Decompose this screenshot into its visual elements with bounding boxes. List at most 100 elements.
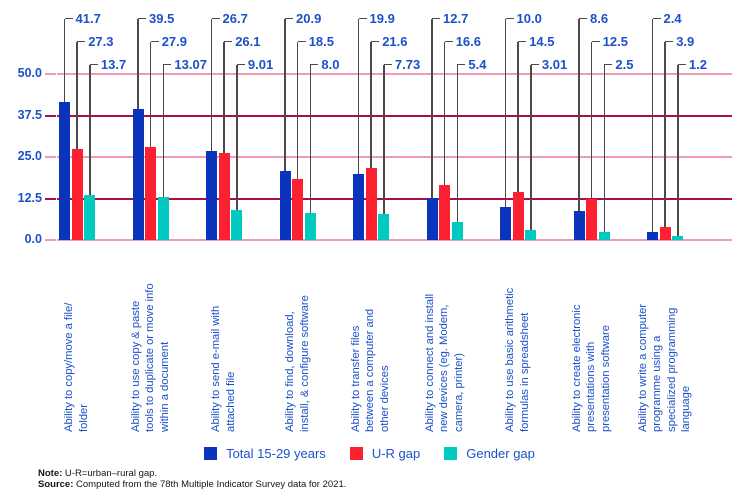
bar	[206, 151, 217, 240]
category-label-text: Ability to send e-mail with attached fil…	[210, 305, 238, 432]
data-label: 14.5	[529, 33, 555, 49]
grid-line	[57, 114, 732, 117]
leader-line	[150, 40, 159, 43]
leader-line	[358, 17, 367, 20]
leader-line	[665, 40, 674, 43]
bar	[512, 191, 524, 240]
leader-line	[517, 41, 519, 192]
grid-line	[57, 156, 732, 158]
note-label: Note:	[38, 468, 63, 479]
category-label: Ability to connect and install new devic…	[408, 237, 482, 432]
data-label: 26.7	[222, 10, 248, 26]
leader-line	[604, 63, 613, 66]
category-label-text: Ability to use basic arithmetic formulas…	[504, 287, 532, 432]
leader-line	[579, 17, 587, 20]
leader-line	[530, 63, 539, 66]
grid-line	[57, 239, 732, 241]
leader-line	[431, 18, 433, 198]
leader-line	[64, 17, 73, 20]
leader-line	[236, 63, 245, 66]
data-label: 27.3	[88, 33, 114, 49]
category-label: Ability to copy/move a file/ folder	[40, 237, 114, 432]
leader-line	[236, 64, 238, 211]
data-label: 13.7	[100, 56, 127, 72]
y-axis-tick	[45, 197, 56, 200]
category-label: Ability to write a computer programme us…	[628, 237, 702, 432]
data-label: 2.4	[663, 10, 682, 26]
legend-label-ur-gap: U-R gap	[371, 446, 421, 461]
leader-line	[89, 64, 91, 195]
leader-line	[432, 17, 440, 20]
legend-item-gender-gap: Gender gap	[444, 446, 535, 461]
leader-line	[138, 17, 146, 20]
bar	[378, 214, 390, 240]
leader-line	[383, 64, 385, 215]
data-label: 18.5	[308, 33, 334, 49]
leader-line	[137, 18, 139, 109]
category-label-text: Ability to find, download, install, & co…	[284, 295, 311, 432]
y-axis-tick	[45, 239, 56, 241]
category-label: Ability to transfer files between a comp…	[334, 237, 408, 432]
leader-line	[370, 41, 372, 169]
y-axis-tick-label: 0.0	[24, 232, 42, 246]
data-label: 3.9	[676, 33, 695, 49]
bar	[145, 147, 157, 240]
bar	[365, 168, 377, 240]
source-line: Source: Computed from the 78th Multiple …	[38, 479, 346, 490]
bar	[132, 108, 144, 240]
y-axis-tick	[45, 156, 56, 158]
leader-line	[89, 63, 98, 66]
data-label: 8.6	[590, 10, 609, 26]
bar	[218, 153, 230, 240]
leader-line	[603, 64, 606, 232]
leader-line	[223, 41, 225, 154]
legend-swatch-gender-gap	[444, 447, 458, 460]
leader-line	[505, 17, 514, 20]
bar	[672, 236, 684, 240]
leader-line	[677, 63, 686, 66]
bar	[573, 211, 585, 240]
legend-swatch-total	[204, 447, 218, 460]
bar	[659, 227, 671, 240]
leader-line	[664, 41, 666, 228]
data-label: 16.6	[455, 33, 481, 49]
bar	[647, 232, 658, 240]
leader-line	[651, 18, 654, 233]
category-label: Ability to create electronic presentatio…	[555, 237, 629, 432]
leader-line	[163, 63, 172, 66]
note-text: U-R=urban–rural gap.	[64, 468, 158, 479]
leader-line	[591, 40, 600, 43]
leader-line	[309, 64, 312, 214]
y-axis-tick-label: 25.0	[17, 149, 42, 163]
bar	[525, 230, 537, 240]
leader-line	[456, 64, 459, 223]
bar	[586, 198, 598, 240]
grid-line	[57, 197, 732, 200]
leader-line	[590, 41, 593, 199]
category-label: Ability to send e-mail with attached fil…	[187, 237, 261, 432]
data-label: 27.9	[161, 33, 187, 49]
data-label: 10.0	[516, 10, 542, 26]
leader-line	[285, 17, 293, 20]
bar	[500, 206, 511, 240]
category-label-text: Ability to copy/move a file/ folder	[63, 302, 91, 432]
bar	[598, 231, 610, 240]
bar	[157, 196, 169, 240]
leader-line	[578, 18, 580, 212]
leader-line	[211, 17, 220, 20]
y-axis-tick-label: 12.5	[17, 190, 42, 205]
leader-line	[357, 18, 360, 174]
leader-line	[371, 40, 380, 43]
bar	[292, 178, 304, 240]
leader-line	[296, 41, 299, 179]
chart-legend: Total 15-29 years U-R gap Gender gap	[0, 446, 739, 461]
data-label: 12.7	[443, 10, 469, 26]
bar	[231, 210, 243, 240]
bar	[451, 222, 463, 240]
leader-line	[677, 64, 679, 237]
leader-line	[284, 18, 286, 171]
leader-line	[652, 17, 661, 20]
bar	[84, 194, 96, 240]
leader-line	[530, 64, 532, 230]
